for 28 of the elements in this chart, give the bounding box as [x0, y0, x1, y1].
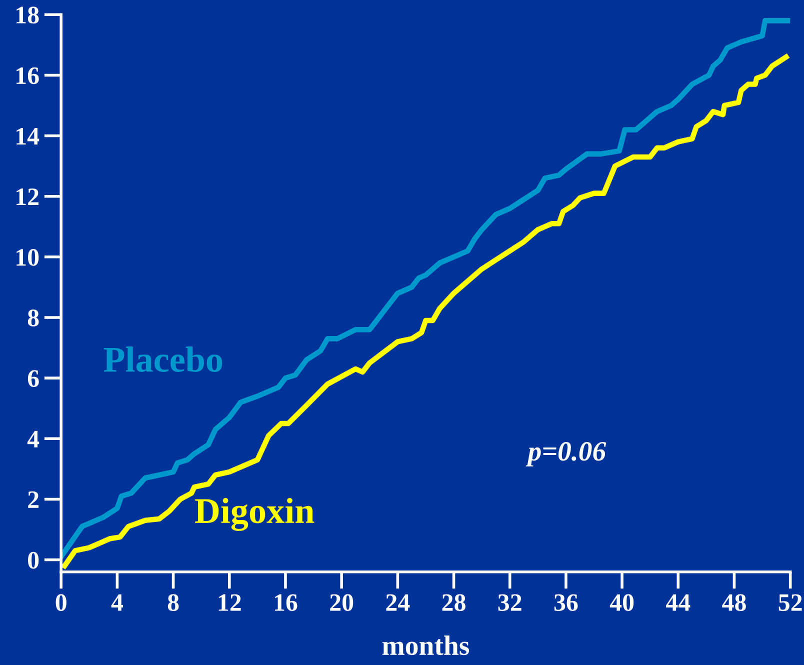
y-tick-label: 14 — [16, 128, 40, 144]
x-tick-label: 0 — [56, 594, 66, 612]
y-tick-label: 8 — [28, 310, 39, 326]
x-tick-label: 20 — [330, 594, 354, 612]
y-tick-label: 18 — [16, 6, 39, 24]
y-tick-label: 4 — [27, 430, 40, 448]
x-tick-label: 48 — [722, 594, 746, 612]
x-tick-label: 8 — [168, 594, 179, 612]
y-tick-label: 16 — [16, 67, 39, 84]
y-tick-label: 10 — [16, 248, 39, 266]
annotation: p=0.06 — [526, 442, 606, 466]
series-label: Digoxin — [194, 498, 314, 531]
x-axis-title: months — [382, 636, 470, 656]
x-tick-label: 16 — [274, 594, 298, 612]
x-tick-label: 28 — [442, 594, 466, 612]
y-tick-label: 12 — [16, 188, 38, 206]
series-label: Placebo — [104, 346, 222, 372]
y-tick-label: 2 — [28, 491, 38, 508]
x-tick-label: 4 — [111, 594, 123, 611]
x-tick-label: 32 — [498, 594, 522, 612]
x-tick-label: 12 — [218, 594, 241, 611]
y-tick-label: 6 — [28, 370, 39, 387]
x-tick-label: 24 — [386, 594, 410, 611]
x-tick-label: 44 — [666, 594, 690, 611]
x-tick-label: 36 — [554, 594, 578, 612]
x-tick-label: 52 — [778, 594, 802, 612]
y-tick-label: 0 — [28, 552, 39, 569]
x-tick-label: 40 — [610, 594, 634, 612]
